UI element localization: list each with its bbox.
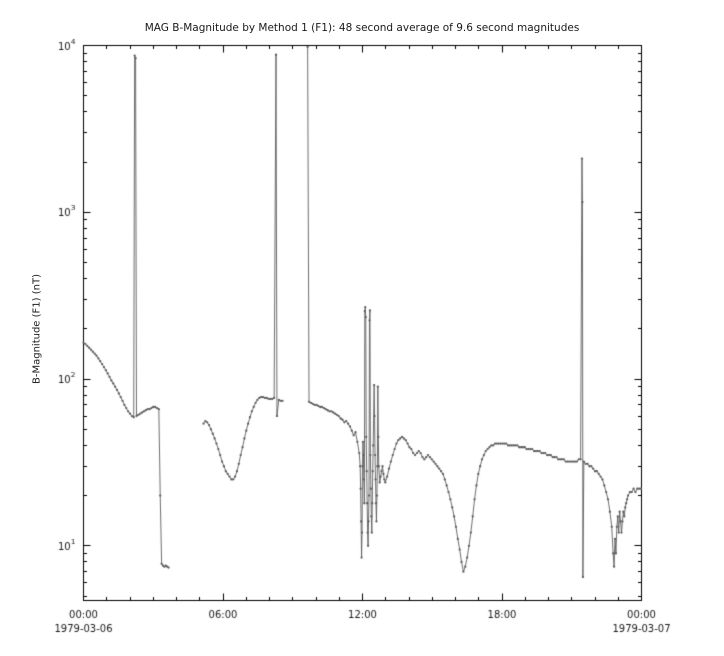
- y-axis-label: B-Magnitude (F1) (nT): [31, 274, 43, 384]
- chart-title: MAG B-Magnitude by Method 1 (F1): 48 sec…: [144, 22, 580, 34]
